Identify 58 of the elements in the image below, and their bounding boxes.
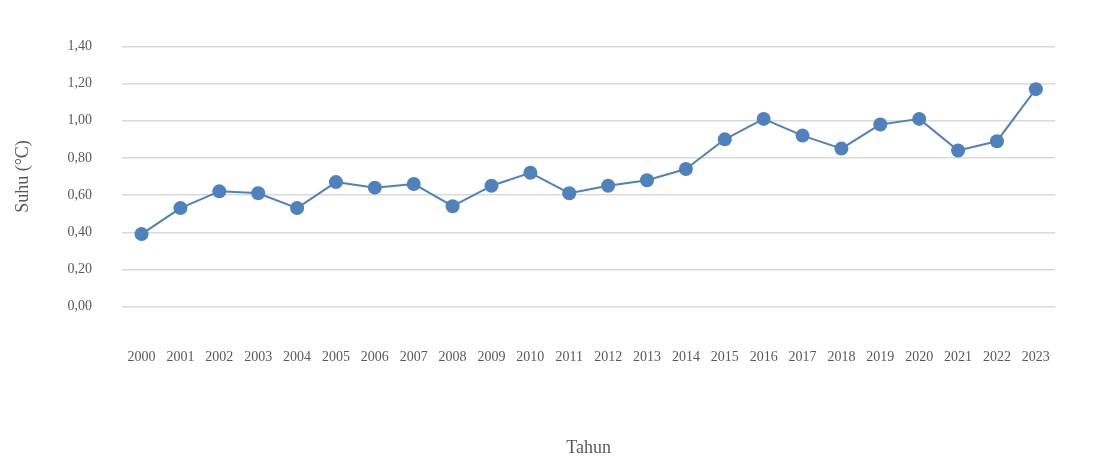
y-tick-label: 0,20: [67, 261, 93, 277]
point: [951, 143, 966, 158]
x-tick-label: 2008: [438, 348, 467, 364]
point: [484, 178, 499, 193]
x-tick-label: 2010: [516, 348, 545, 364]
y-tick-label: 0,00: [67, 298, 93, 314]
point: [795, 128, 810, 143]
x-tick-label: 2011: [555, 348, 583, 364]
point: [562, 186, 577, 201]
y-tick-label: 1,00: [67, 112, 93, 128]
point: [328, 175, 343, 190]
y-axis-title: Suhu (°C): [11, 140, 33, 213]
point: [756, 111, 771, 126]
point: [134, 227, 149, 242]
x-tick-label: 2006: [360, 348, 389, 364]
x-tick-label: 2005: [321, 348, 350, 364]
x-tick-label: 2020: [905, 348, 934, 364]
x-tick-label: 2003: [244, 348, 273, 364]
point: [290, 201, 305, 216]
point: [717, 132, 732, 147]
y-tick-label: 1,20: [67, 75, 93, 91]
x-tick-label: 2019: [866, 348, 895, 364]
point: [212, 184, 227, 199]
point: [445, 199, 460, 214]
point: [367, 180, 382, 195]
x-axis-title: Tahun: [566, 436, 612, 457]
x-tick-label: 2002: [205, 348, 234, 364]
point: [251, 186, 266, 201]
x-tick-label: 2001: [166, 348, 195, 364]
point: [1028, 82, 1043, 97]
point: [834, 141, 849, 156]
x-tick-label: 2009: [477, 348, 506, 364]
x-tick-label: 2007: [399, 348, 428, 364]
point: [173, 201, 188, 216]
point: [873, 117, 888, 132]
x-tick-label: 2017: [788, 348, 817, 364]
point: [640, 173, 655, 188]
point: [406, 176, 421, 191]
x-tick-label: 2004: [283, 348, 312, 364]
point: [912, 111, 927, 126]
y-tick-label: 1,40: [67, 38, 93, 54]
y-tick-label: 0,40: [67, 223, 93, 239]
y-tick-label: 0,60: [67, 186, 93, 202]
x-tick-label: 2021: [944, 348, 973, 364]
y-tick-label: 0,80: [67, 149, 93, 165]
x-tick-label: 2016: [749, 348, 778, 364]
point: [601, 178, 616, 193]
x-tick-label: 2013: [633, 348, 662, 364]
x-tick-label: 2022: [982, 348, 1011, 364]
point: [678, 162, 693, 177]
x-tick-label: 2023: [1021, 348, 1050, 364]
x-tick-label: 2018: [827, 348, 856, 364]
x-tick-label: 2014: [671, 348, 700, 364]
x-tick-label: 2000: [127, 348, 156, 364]
x-tick-label: 2012: [594, 348, 623, 364]
x-tick-label: 2015: [710, 348, 739, 364]
point: [989, 134, 1004, 149]
point: [523, 165, 538, 180]
